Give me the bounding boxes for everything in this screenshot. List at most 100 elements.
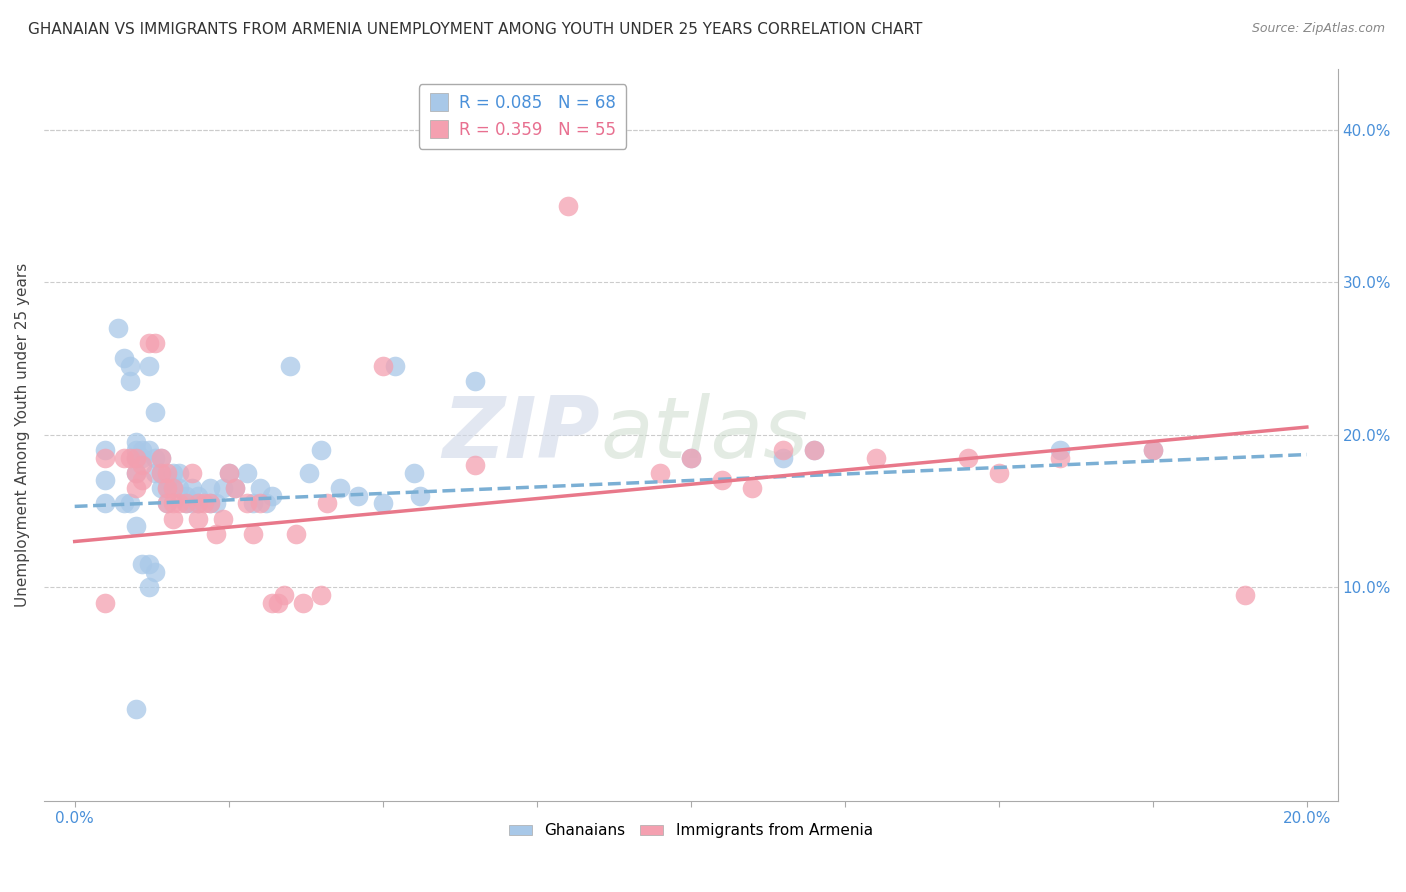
Point xyxy=(94,442,117,457)
Point xyxy=(803,442,825,457)
Point xyxy=(162,511,184,525)
Point xyxy=(162,496,184,510)
Point xyxy=(138,336,160,351)
Point xyxy=(285,527,308,541)
Point xyxy=(156,481,179,495)
Point xyxy=(865,450,887,465)
Point xyxy=(149,466,172,480)
Point xyxy=(174,496,197,510)
Point xyxy=(125,466,148,480)
Point xyxy=(987,466,1010,480)
Point xyxy=(156,496,179,510)
Text: Source: ZipAtlas.com: Source: ZipAtlas.com xyxy=(1251,22,1385,36)
Point xyxy=(180,466,202,480)
Point xyxy=(156,474,179,488)
Point xyxy=(143,466,166,480)
Point xyxy=(107,321,129,335)
Point xyxy=(267,595,290,609)
Point xyxy=(309,442,332,457)
Point xyxy=(180,481,202,495)
Point xyxy=(125,450,148,465)
Point xyxy=(329,481,352,495)
Point xyxy=(156,496,179,510)
Point xyxy=(316,496,339,510)
Point xyxy=(125,466,148,480)
Point xyxy=(112,351,135,366)
Point xyxy=(174,489,197,503)
Point xyxy=(131,558,153,572)
Point xyxy=(169,496,191,510)
Point xyxy=(384,359,406,373)
Point xyxy=(254,496,277,510)
Point xyxy=(125,702,148,716)
Point xyxy=(648,466,671,480)
Point xyxy=(162,481,184,495)
Point xyxy=(956,450,979,465)
Point xyxy=(260,489,283,503)
Point xyxy=(211,511,233,525)
Point xyxy=(200,496,222,510)
Point xyxy=(138,580,160,594)
Point xyxy=(187,511,209,525)
Point xyxy=(174,496,197,510)
Point xyxy=(772,442,794,457)
Point xyxy=(120,374,142,388)
Point xyxy=(138,558,160,572)
Point xyxy=(200,496,222,510)
Point xyxy=(156,481,179,495)
Point xyxy=(149,450,172,465)
Point xyxy=(138,442,160,457)
Point xyxy=(187,496,209,510)
Point xyxy=(125,442,148,457)
Point xyxy=(803,442,825,457)
Point xyxy=(143,450,166,465)
Point xyxy=(347,489,370,503)
Point xyxy=(138,359,160,373)
Point xyxy=(260,595,283,609)
Point xyxy=(169,466,191,480)
Text: GHANAIAN VS IMMIGRANTS FROM ARMENIA UNEMPLOYMENT AMONG YOUTH UNDER 25 YEARS CORR: GHANAIAN VS IMMIGRANTS FROM ARMENIA UNEM… xyxy=(28,22,922,37)
Point xyxy=(120,359,142,373)
Point xyxy=(162,481,184,495)
Point xyxy=(125,435,148,450)
Point xyxy=(402,466,425,480)
Point xyxy=(94,474,117,488)
Point xyxy=(242,527,264,541)
Point xyxy=(278,359,301,373)
Point xyxy=(298,466,321,480)
Point xyxy=(1049,442,1071,457)
Point xyxy=(131,458,153,473)
Point xyxy=(125,481,148,495)
Point xyxy=(557,199,579,213)
Point xyxy=(156,466,179,480)
Point xyxy=(187,496,209,510)
Point xyxy=(143,405,166,419)
Point xyxy=(211,481,233,495)
Point xyxy=(409,489,432,503)
Point xyxy=(464,374,486,388)
Point xyxy=(291,595,314,609)
Point xyxy=(309,588,332,602)
Point xyxy=(249,496,271,510)
Point xyxy=(464,458,486,473)
Point xyxy=(741,481,763,495)
Point xyxy=(131,450,153,465)
Point xyxy=(149,481,172,495)
Point xyxy=(242,496,264,510)
Point xyxy=(112,496,135,510)
Point xyxy=(120,450,142,465)
Point xyxy=(131,474,153,488)
Point xyxy=(125,450,148,465)
Point xyxy=(143,565,166,579)
Point xyxy=(200,481,222,495)
Point xyxy=(224,481,246,495)
Point xyxy=(249,481,271,495)
Point xyxy=(205,496,228,510)
Point xyxy=(205,527,228,541)
Point xyxy=(149,450,172,465)
Point xyxy=(236,466,259,480)
Text: atlas: atlas xyxy=(600,393,808,476)
Point xyxy=(772,450,794,465)
Point xyxy=(94,496,117,510)
Point xyxy=(679,450,702,465)
